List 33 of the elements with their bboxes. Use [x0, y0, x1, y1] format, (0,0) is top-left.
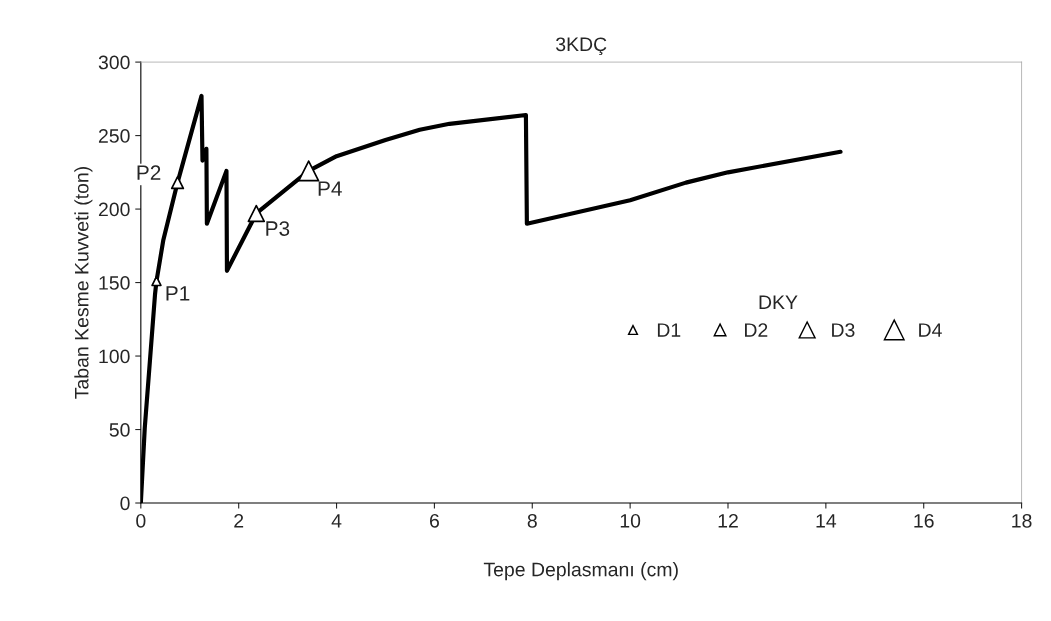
legend-label: D3: [832, 323, 855, 337]
y-tick-label: 100: [99, 349, 130, 364]
x-axis-title: Tepe Deplasmanı (cm): [483, 562, 678, 581]
x-tick-label: 8: [527, 513, 537, 528]
annotation: P3: [266, 221, 290, 236]
point: [170, 175, 185, 190]
y-axis-title: Taban Kesme Kuvveti (ton): [74, 167, 93, 399]
x-tick-label: 6: [429, 513, 439, 528]
chart-title: 3KDÇ: [556, 37, 607, 56]
x-tick-label: 12: [718, 513, 738, 528]
x-tick-label: 16: [914, 513, 934, 528]
y-tick-label: 300: [98, 55, 130, 70]
y-tick-label: 50: [109, 422, 130, 437]
annotation: P2: [137, 165, 161, 180]
x-tick-label: 14: [816, 514, 837, 528]
y-tick-label: 150: [99, 276, 130, 290]
legend-title: DKY: [759, 295, 798, 309]
legend-label: D1: [657, 323, 681, 337]
x-tick-label: 10: [620, 513, 641, 528]
point: [298, 160, 320, 182]
point: [247, 204, 266, 223]
x-tick-label: 2: [234, 513, 244, 528]
x-tick-label: 4: [331, 514, 342, 528]
y-tick-label: 250: [98, 129, 130, 143]
point: [151, 275, 162, 287]
x-tick-label: 18: [1012, 513, 1032, 528]
legend-label: D4: [919, 323, 942, 337]
y-tick-label: 0: [120, 496, 130, 511]
y-tick-label: 200: [98, 202, 130, 217]
legend-label: D2: [745, 323, 768, 337]
annotation: P4: [318, 181, 342, 196]
annotation: P1: [166, 286, 190, 301]
x-tick-label: 0: [136, 513, 146, 528]
